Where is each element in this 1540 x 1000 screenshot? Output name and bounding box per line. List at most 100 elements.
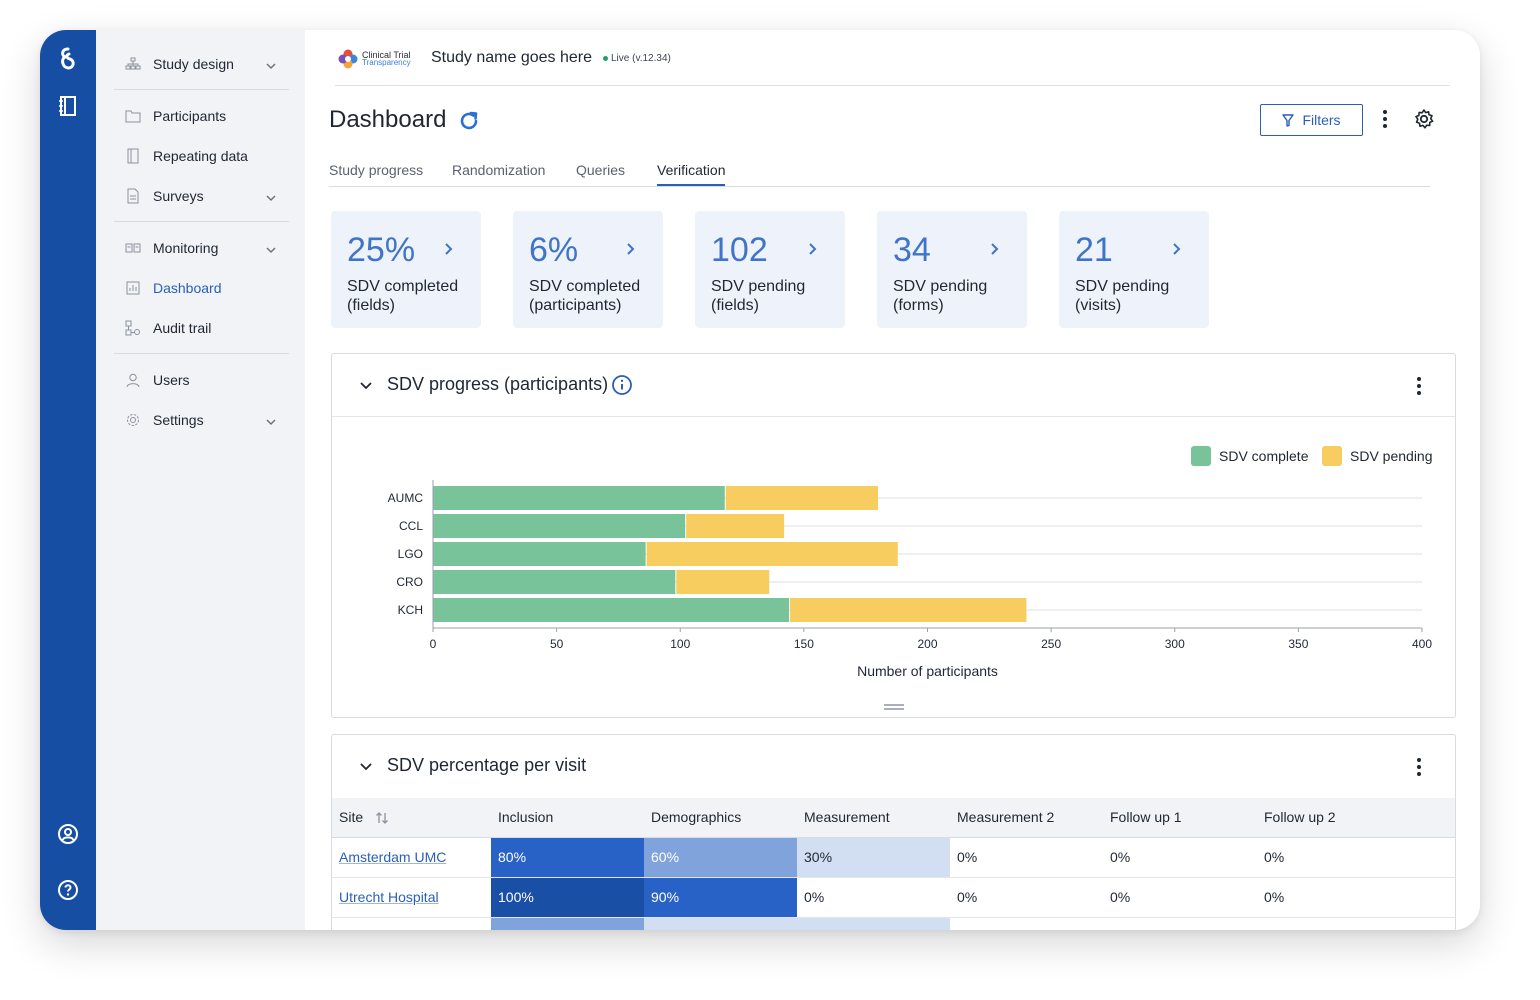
resize-handle-icon[interactable]: [884, 704, 904, 710]
collapse-chevron-icon[interactable]: [359, 759, 373, 777]
bar-ccl-complete: [433, 514, 686, 538]
tab-queries[interactable]: Queries: [576, 162, 626, 178]
bar-cro-pending: [676, 570, 770, 594]
percentage-cell: [644, 917, 797, 930]
site-link[interactable]: Utrecht Hospital: [332, 877, 491, 918]
panel-more-options-icon[interactable]: [1415, 375, 1423, 402]
x-tick-label: 50: [550, 637, 564, 651]
x-tick-label: 300: [1165, 637, 1185, 651]
sdv-progress-chart: AUMC CCL LGO CRO KCH 0 50 100 150 200 250 300 350 400…: [388, 480, 1432, 679]
percentage-cell: [950, 917, 1103, 930]
book-icon[interactable]: [54, 92, 82, 120]
chevron-down-icon: [266, 241, 276, 257]
x-tick-label: 250: [1041, 637, 1061, 651]
chevron-right-icon: [990, 242, 1000, 261]
chevron-right-icon: [1172, 242, 1182, 261]
table-header-row: Site Inclusion Demographics Measurement …: [332, 798, 1455, 838]
tab-verification[interactable]: Verification: [657, 162, 726, 186]
column-header-site[interactable]: Site: [332, 798, 491, 838]
live-dot-icon: [603, 56, 608, 61]
x-tick-label: 350: [1288, 637, 1308, 651]
nav-settings[interactable]: Settings: [124, 408, 284, 432]
panel-header: SDV progress (participants): [332, 354, 1455, 417]
info-icon[interactable]: [611, 374, 633, 401]
chevron-right-icon: [808, 242, 818, 261]
sort-icon[interactable]: [375, 811, 389, 825]
notebook-icon: [124, 147, 142, 165]
column-header: Inclusion: [491, 798, 644, 838]
chevron-down-icon: [266, 413, 276, 429]
panel-title: SDV progress (participants): [387, 374, 609, 394]
x-tick-label: 200: [917, 637, 937, 651]
legend-item-complete: SDV complete: [1191, 446, 1308, 466]
percentage-cell: [1103, 917, 1257, 930]
x-tick-label: 100: [670, 637, 690, 651]
bar-aumc-pending: [725, 486, 879, 510]
user-icon: [124, 371, 142, 389]
y-tick-label: CRO: [396, 575, 423, 589]
percentage-cell: 0%: [1103, 837, 1257, 878]
nav-repeating-data[interactable]: Repeating data: [124, 144, 284, 168]
stat-card-sdv-completed-fields[interactable]: 25% SDV completed (fields): [331, 211, 481, 328]
nav-surveys[interactable]: Surveys: [124, 184, 284, 208]
percentage-cell: 0%: [1103, 877, 1257, 918]
stat-card-sdv-pending-fields[interactable]: 102 SDV pending (fields): [695, 211, 845, 328]
bar-chart-icon: [124, 279, 142, 297]
percentage-cell: [491, 917, 644, 930]
legend-swatch: [1322, 446, 1342, 466]
nav-study-design[interactable]: Study design: [124, 52, 284, 76]
more-options-icon[interactable]: [1378, 108, 1392, 135]
app-logo-icon[interactable]: [54, 45, 82, 73]
panel-more-options-icon[interactable]: [1415, 756, 1423, 783]
sdv-progress-panel: SDV progress (participants) SDV complete…: [331, 353, 1456, 718]
stat-card-sdv-completed-participants[interactable]: 6% SDV completed (participants): [513, 211, 663, 328]
filter-icon: [1282, 113, 1295, 127]
column-header: Demographics: [644, 798, 797, 838]
bar-lgo-complete: [433, 542, 646, 566]
account-icon[interactable]: [54, 820, 82, 848]
column-header: Measurement: [797, 798, 950, 838]
nav-users[interactable]: Users: [124, 368, 284, 392]
chevron-right-icon: [444, 242, 454, 261]
side-navigation: Study design Participants Repeating data…: [96, 30, 305, 930]
icon-rail: [40, 30, 96, 930]
chevron-down-icon: [266, 57, 276, 73]
nav-participants[interactable]: Participants: [124, 104, 284, 128]
study-name: Study name goes here: [431, 49, 592, 66]
collapse-chevron-icon[interactable]: [359, 378, 373, 396]
percentage-cell: 0%: [1257, 877, 1455, 918]
help-icon[interactable]: [54, 876, 82, 904]
percentage-cell: 0%: [950, 877, 1103, 918]
chevron-down-icon: [266, 189, 276, 205]
settings-icon[interactable]: [1413, 108, 1435, 135]
y-tick-label: CCL: [399, 519, 423, 533]
bar-kch-pending: [790, 598, 1027, 622]
tab-study-progress[interactable]: Study progress: [329, 162, 424, 178]
site-link[interactable]: [332, 917, 491, 930]
nav-monitoring[interactable]: Monitoring: [124, 236, 284, 260]
chevron-right-icon: [626, 242, 636, 261]
x-tick-label: 0: [430, 637, 437, 651]
refresh-icon[interactable]: [457, 109, 481, 138]
percentage-cell: 100%: [491, 877, 644, 918]
nav-dashboard[interactable]: Dashboard: [124, 276, 284, 300]
stat-card-sdv-pending-visits[interactable]: 21 SDV pending (visits): [1059, 211, 1209, 328]
filters-button[interactable]: Filters: [1260, 104, 1363, 136]
table-row: Utrecht Hospital 100% 90% 0% 0% 0% 0%: [332, 877, 1455, 918]
ctt-logo-icon: [338, 49, 358, 69]
top-bar: Clinical Trial Transparency Study name g…: [335, 44, 1450, 86]
hierarchy-icon: [124, 55, 142, 73]
tab-bar: Study progress Randomization Queries Ver…: [329, 160, 1430, 187]
y-tick-label: LGO: [398, 547, 423, 561]
sdv-percentage-panel: SDV percentage per visit Site Inclusion …: [331, 734, 1456, 930]
legend-swatch: [1191, 446, 1211, 466]
app-window: Study design Participants Repeating data…: [40, 30, 1480, 930]
tab-randomization[interactable]: Randomization: [452, 162, 546, 178]
stat-card-sdv-pending-forms[interactable]: 34 SDV pending (forms): [877, 211, 1027, 328]
site-link[interactable]: Amsterdam UMC: [332, 837, 491, 878]
bar-aumc-complete: [433, 486, 725, 510]
percentage-cell: 0%: [797, 877, 950, 918]
folder-icon: [124, 107, 142, 125]
nav-audit-trail[interactable]: Audit trail: [124, 316, 284, 340]
column-header: Follow up 2: [1257, 798, 1455, 838]
